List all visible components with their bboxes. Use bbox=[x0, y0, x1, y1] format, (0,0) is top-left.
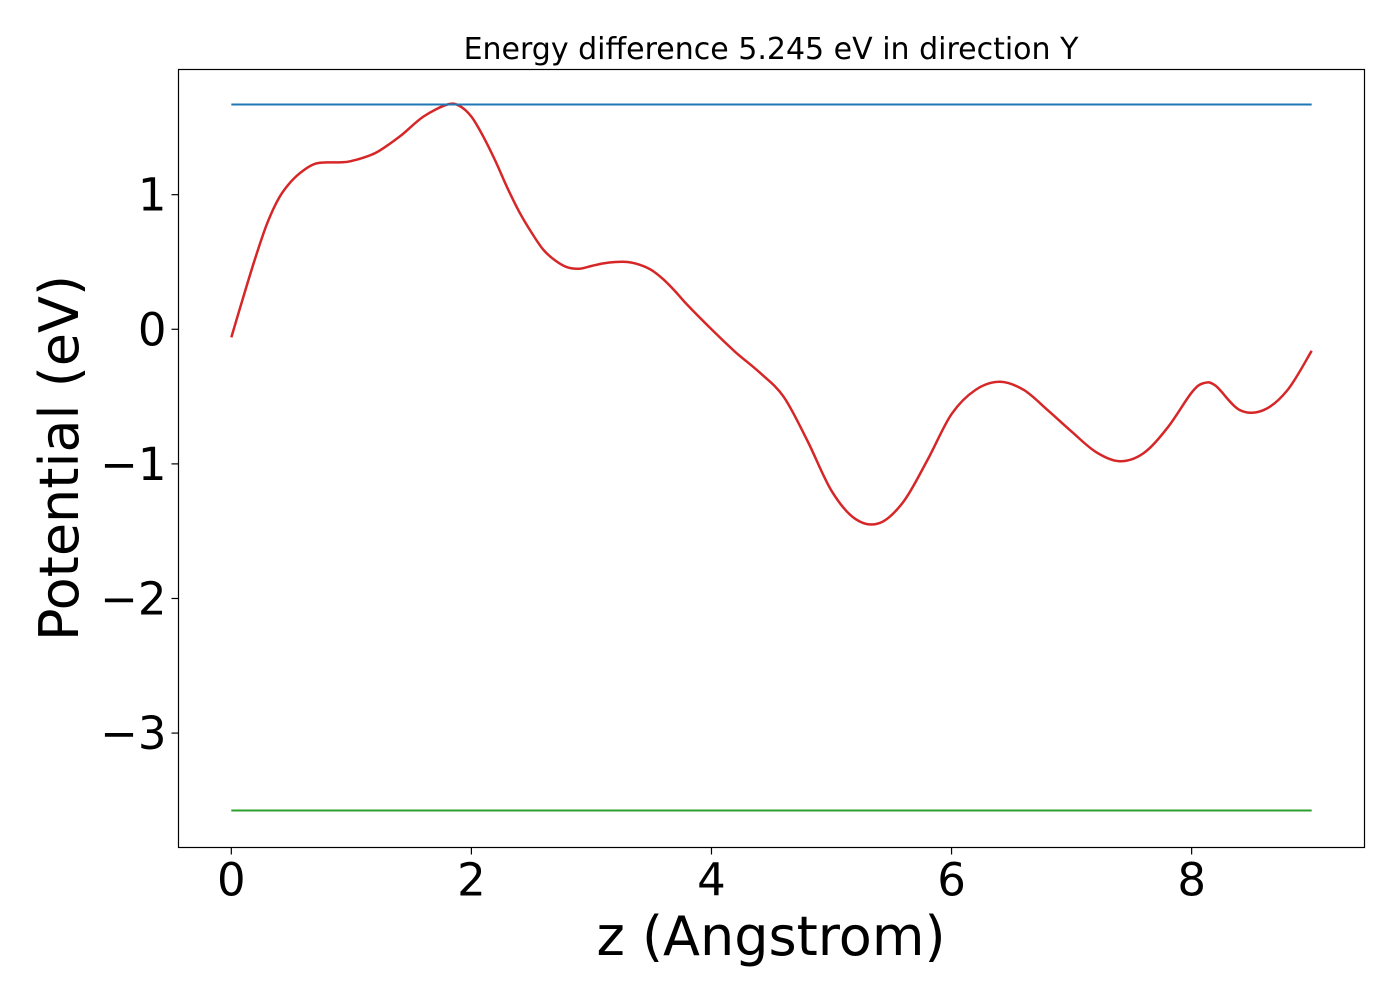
x-axis-ticks: 0 2 4 6 8 bbox=[217, 847, 1206, 907]
y-axis-ticks: −3 −2 −1 0 1 bbox=[100, 169, 179, 760]
x-tick-label: 0 bbox=[217, 854, 246, 907]
y-tick-label: 0 bbox=[138, 303, 167, 356]
y-tick-label: −3 bbox=[100, 707, 166, 760]
x-tick-label: 6 bbox=[937, 854, 966, 907]
y-axis-label: Potential (eV) bbox=[28, 275, 91, 641]
x-tick-label: 4 bbox=[697, 854, 726, 907]
y-tick-label: 1 bbox=[138, 169, 167, 222]
x-tick-label: 8 bbox=[1177, 854, 1206, 907]
series-line-1 bbox=[230, 102, 1313, 526]
y-tick-label: −2 bbox=[100, 572, 166, 625]
chart-title: Energy difference 5.245 eV in direction … bbox=[464, 32, 1080, 67]
series-layer bbox=[230, 102, 1313, 812]
plot-frame bbox=[177, 68, 1366, 849]
x-tick-label: 2 bbox=[457, 854, 486, 907]
x-axis-label: z (Angstrom) bbox=[596, 905, 945, 968]
y-tick-label: −1 bbox=[100, 438, 166, 491]
